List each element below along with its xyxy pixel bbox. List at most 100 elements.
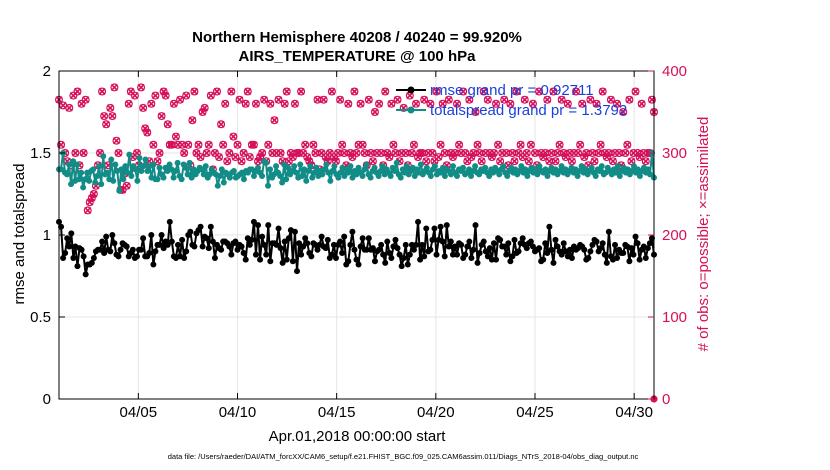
obs-possible-point [526, 140, 535, 149]
obs-assimilated-point [197, 153, 205, 161]
y-tick-label: 2 [43, 63, 51, 80]
obs-assimilated-stroke [387, 100, 395, 108]
totalspread-point [482, 164, 489, 171]
obs-assimilated-point [166, 141, 174, 149]
totalspread-point [437, 169, 444, 176]
obs-assimilated-point [270, 116, 278, 124]
obs-assimilated-stroke [281, 100, 289, 108]
obs-assimilated-stroke [225, 149, 233, 157]
obs-possible-point [317, 149, 326, 158]
rmse-point [148, 232, 155, 238]
rmse-point [427, 246, 434, 253]
obs-possible-point [377, 149, 386, 158]
rmse-point [505, 240, 512, 247]
obs-assimilated-stroke [361, 149, 369, 157]
obs-assimilated-point [201, 104, 209, 112]
rmse-point [300, 243, 307, 250]
obs-assimilated-stroke [151, 92, 159, 100]
obs-possible-point [260, 95, 269, 104]
rmse-point [540, 256, 547, 263]
rmse-point [443, 222, 450, 229]
totalspread-point [393, 159, 400, 166]
obs-assimilated-stroke [143, 128, 151, 137]
obs-assimilated-point [389, 141, 397, 149]
obs-assimilated-stroke [168, 141, 176, 149]
rmse-point [341, 233, 348, 240]
rmse-point [464, 243, 471, 250]
obs-possible-point [301, 140, 310, 149]
obs-assimilated-stroke [137, 83, 145, 91]
obs-possible-point [202, 149, 211, 158]
obs-assimilated-point [480, 87, 488, 96]
obs-possible-point [167, 140, 176, 149]
obs-assimilated-stroke [127, 87, 135, 96]
totalspread-point [218, 166, 225, 173]
obs-assimilated-stroke [467, 153, 475, 161]
obs-assimilated-stroke [437, 141, 445, 149]
rmse-point [644, 245, 651, 252]
obs-assimilated-stroke [80, 149, 88, 157]
obs-possible-point [180, 149, 189, 158]
rmse-point [445, 243, 452, 250]
obs-assimilated-point [605, 149, 613, 157]
obs-possible-point [594, 149, 603, 158]
x-tick-label: 04/10 [219, 404, 257, 421]
rmse-point [630, 251, 637, 258]
totalspread-point [144, 168, 151, 175]
obs-possible-point [391, 149, 400, 158]
obs-assimilated-point [391, 149, 400, 157]
obs-assimilated-stroke [71, 149, 79, 157]
totalspread-point [78, 169, 85, 176]
obs-assimilated-stroke [301, 141, 309, 149]
rmse-point [234, 246, 241, 253]
rmse-point [129, 246, 136, 253]
obs-assimilated-point [227, 87, 235, 96]
obs-assimilated-point [80, 149, 88, 157]
obs-possible-point [590, 157, 599, 166]
obs-assimilated-stroke [184, 141, 192, 149]
obs-assimilated-point [305, 157, 313, 165]
obs-assimilated-stroke [82, 96, 90, 104]
obs-assimilated-stroke [158, 112, 166, 120]
obs-possible-point [210, 149, 219, 158]
y-tick-label: 0.5 [30, 309, 51, 326]
obs-possible-point [159, 87, 168, 96]
obs-assimilated-point [621, 149, 629, 157]
totalspread-point [321, 166, 328, 173]
rmse-point [296, 240, 303, 247]
obs-assimilated-stroke [504, 161, 512, 169]
rmse-point [80, 253, 87, 260]
rmse-point [160, 245, 167, 252]
obs-assimilated-stroke [287, 149, 295, 157]
rmse-point [314, 246, 321, 253]
obs-possible-point [340, 149, 349, 158]
obs-assimilated-stroke [59, 101, 67, 110]
rmse-point [328, 251, 335, 258]
obs-assimilated-stroke [274, 96, 283, 104]
obs-assimilated-point [580, 153, 588, 161]
obs-assimilated-stroke [615, 149, 623, 157]
obs-assimilated-point [539, 153, 547, 161]
obs-assimilated-point [114, 149, 123, 157]
rmse-point [392, 236, 399, 243]
obs-assimilated-stroke [170, 100, 178, 108]
obs-possible-point [69, 91, 78, 100]
legend-spread-marker [407, 106, 415, 114]
obs-possible-point [506, 99, 515, 108]
rmse-point [97, 246, 104, 253]
totalspread-point [397, 174, 404, 181]
obs-assimilated-point [572, 87, 580, 96]
totalspread-point [307, 163, 314, 170]
obs-possible-point [366, 149, 375, 158]
obs-assimilated-stroke [201, 104, 209, 112]
obs-possible-point [512, 87, 521, 96]
obs-assimilated-point [281, 100, 289, 108]
legend-rmse-label: rmse grand pr = 0.92711 [430, 82, 594, 99]
obs-assimilated-stroke [383, 149, 391, 157]
totalspread-point [281, 161, 288, 168]
obs-assimilated-point [488, 153, 496, 161]
totalspread-point [337, 169, 344, 176]
obs-assimilated-stroke [231, 153, 240, 161]
rmse-point [355, 261, 362, 268]
obs-possible-point [625, 95, 634, 104]
